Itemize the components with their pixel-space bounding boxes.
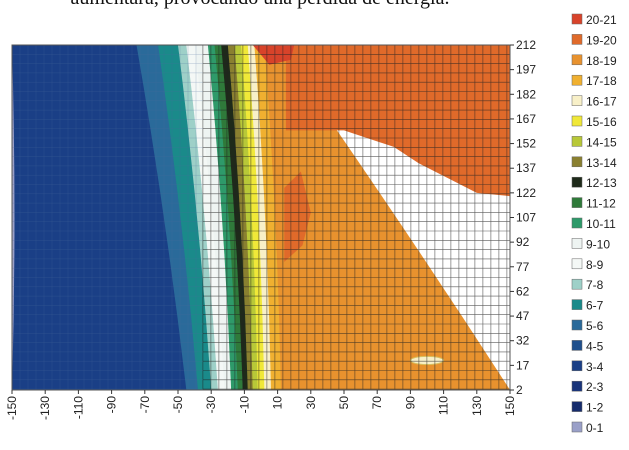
legend-swatch [571,360,583,372]
legend-swatch [571,115,583,127]
legend-label: 3-4 [586,360,604,374]
y-tick-label: 197 [516,63,536,77]
legend-label: 14-15 [586,135,617,149]
y-tick-label: 122 [516,186,536,200]
legend-swatch [571,176,583,188]
legend-label: 1-2 [586,401,604,415]
y-tick-label: 182 [516,87,536,101]
legend-label: 10-11 [586,217,616,231]
legend-swatch [571,95,583,106]
x-tick-label: -110 [71,396,85,419]
y-tick-label: 77 [516,260,530,274]
legend-label: 7-8 [586,278,604,292]
legend-label: 6-7 [586,299,604,313]
legend-label: 20-21 [586,13,617,27]
legend-label: 18-19 [586,54,617,68]
legend-swatch [571,238,583,249]
legend-swatch [571,299,583,310]
x-tick-label: -90 [105,396,119,414]
y-tick-label: 2 [516,383,523,397]
legend-swatch [571,34,583,45]
legend-label: 19-20 [586,33,617,47]
legend-label: 5-6 [586,319,604,333]
contour-region-19-20-0 [285,45,510,197]
legend-label: 4-5 [586,339,604,353]
y-tick-label: 152 [516,137,536,151]
x-tick-label: 90 [403,396,417,410]
legend-swatch [571,380,583,392]
measurement-grid [202,45,510,390]
legend-swatch [571,197,583,208]
legend-label: 13-14 [586,156,617,170]
legend-label: 2-3 [586,380,604,394]
legend-swatch [571,278,583,290]
x-tick-label: -10 [237,396,251,414]
legend-swatch [571,156,583,168]
measurement-grid-cool [12,45,203,390]
contour-band-3-4 [12,45,187,390]
legend-label: 8-9 [586,258,604,272]
x-tick-label: 70 [370,396,384,410]
legend-swatch [571,136,583,147]
x-tick-label: -130 [38,396,52,420]
y-tick-label: 62 [516,284,530,298]
y-tick-label: 47 [516,309,530,323]
y-tick-label: 107 [516,211,536,225]
legend-swatch [571,319,583,331]
legend-swatch [571,74,583,86]
y-tick-label: 17 [516,358,530,372]
legend-swatch [571,421,583,433]
x-tick-label: -50 [171,396,185,414]
legend-swatch [571,54,583,66]
x-tick-label: 130 [470,396,484,416]
x-tick-label: -70 [138,396,152,414]
legend-swatch [571,340,583,351]
x-tick-label: 110 [437,396,451,415]
x-tick-label: 50 [337,396,351,410]
x-tick-label: -30 [204,396,218,414]
contour-band-0-1 [12,45,15,390]
legend-swatch [571,217,583,229]
page-caption: aumentará, provocando una pérdida de ene… [0,0,520,11]
y-tick-label: 32 [516,334,530,348]
y-tick-label: 92 [516,235,530,249]
y-tick-label: 167 [516,112,536,126]
x-tick-label: -150 [5,396,19,420]
legend-label: 9-10 [586,237,610,251]
legend-swatch [571,258,583,270]
y-tick-label: 137 [516,161,536,175]
legend-label: 16-17 [586,95,617,109]
contour-fill-group [12,45,510,390]
legend-swatch [571,401,583,412]
x-tick-label: 10 [271,396,285,410]
x-tick-label: 150 [503,396,517,416]
legend-label: 17-18 [586,74,617,88]
legend-label: 0-1 [586,421,604,435]
contour-region-20-21-0 [252,45,295,65]
legend-label: 12-13 [586,176,617,190]
y-tick-label: 212 [516,38,536,52]
legend-label: 11-12 [586,197,616,211]
legend-swatch [571,13,583,25]
legend-label: 15-16 [586,115,617,129]
x-tick-label: 30 [304,396,318,410]
